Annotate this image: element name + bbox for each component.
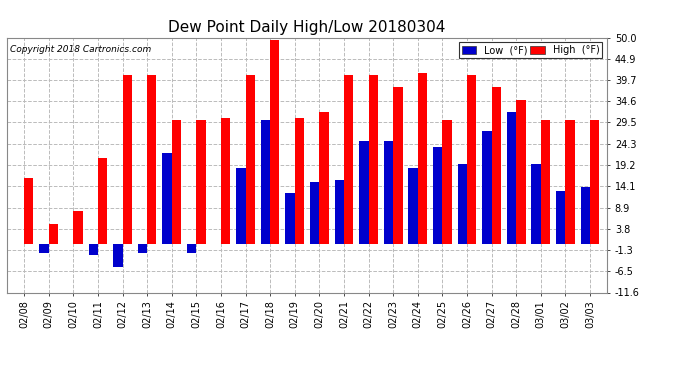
Bar	[516, 100, 526, 244]
Bar	[261, 120, 270, 244]
Bar	[467, 75, 476, 244]
Bar	[88, 244, 98, 255]
Bar	[123, 75, 132, 244]
Bar	[359, 141, 368, 244]
Bar	[236, 168, 246, 244]
Bar	[147, 75, 157, 244]
Bar	[113, 244, 123, 267]
Bar	[590, 120, 600, 244]
Bar	[565, 120, 575, 244]
Bar	[541, 120, 550, 244]
Bar	[335, 180, 344, 244]
Bar	[433, 147, 442, 244]
Bar	[270, 40, 279, 245]
Bar	[197, 120, 206, 244]
Title: Dew Point Daily High/Low 20180304: Dew Point Daily High/Low 20180304	[168, 20, 446, 35]
Bar	[408, 168, 417, 244]
Bar	[417, 73, 427, 244]
Bar	[24, 178, 34, 244]
Bar	[98, 158, 107, 244]
Bar	[344, 75, 353, 244]
Bar	[442, 120, 452, 244]
Bar	[457, 164, 467, 244]
Bar	[507, 112, 516, 244]
Bar	[221, 118, 230, 244]
Bar	[319, 112, 328, 244]
Bar	[310, 182, 319, 244]
Bar	[491, 87, 501, 245]
Bar	[384, 141, 393, 244]
Bar	[73, 211, 83, 244]
Bar	[138, 244, 147, 253]
Text: Copyright 2018 Cartronics.com: Copyright 2018 Cartronics.com	[10, 45, 151, 54]
Bar	[393, 87, 402, 245]
Bar	[368, 75, 378, 244]
Bar	[49, 224, 58, 245]
Bar	[286, 193, 295, 244]
Bar	[39, 244, 49, 253]
Bar	[482, 130, 491, 244]
Bar	[556, 190, 565, 244]
Bar	[187, 244, 197, 253]
Legend: Low  (°F), High  (°F): Low (°F), High (°F)	[459, 42, 602, 58]
Bar	[580, 186, 590, 244]
Bar	[295, 118, 304, 244]
Bar	[172, 120, 181, 244]
Bar	[246, 75, 255, 244]
Bar	[162, 153, 172, 244]
Bar	[531, 164, 541, 244]
